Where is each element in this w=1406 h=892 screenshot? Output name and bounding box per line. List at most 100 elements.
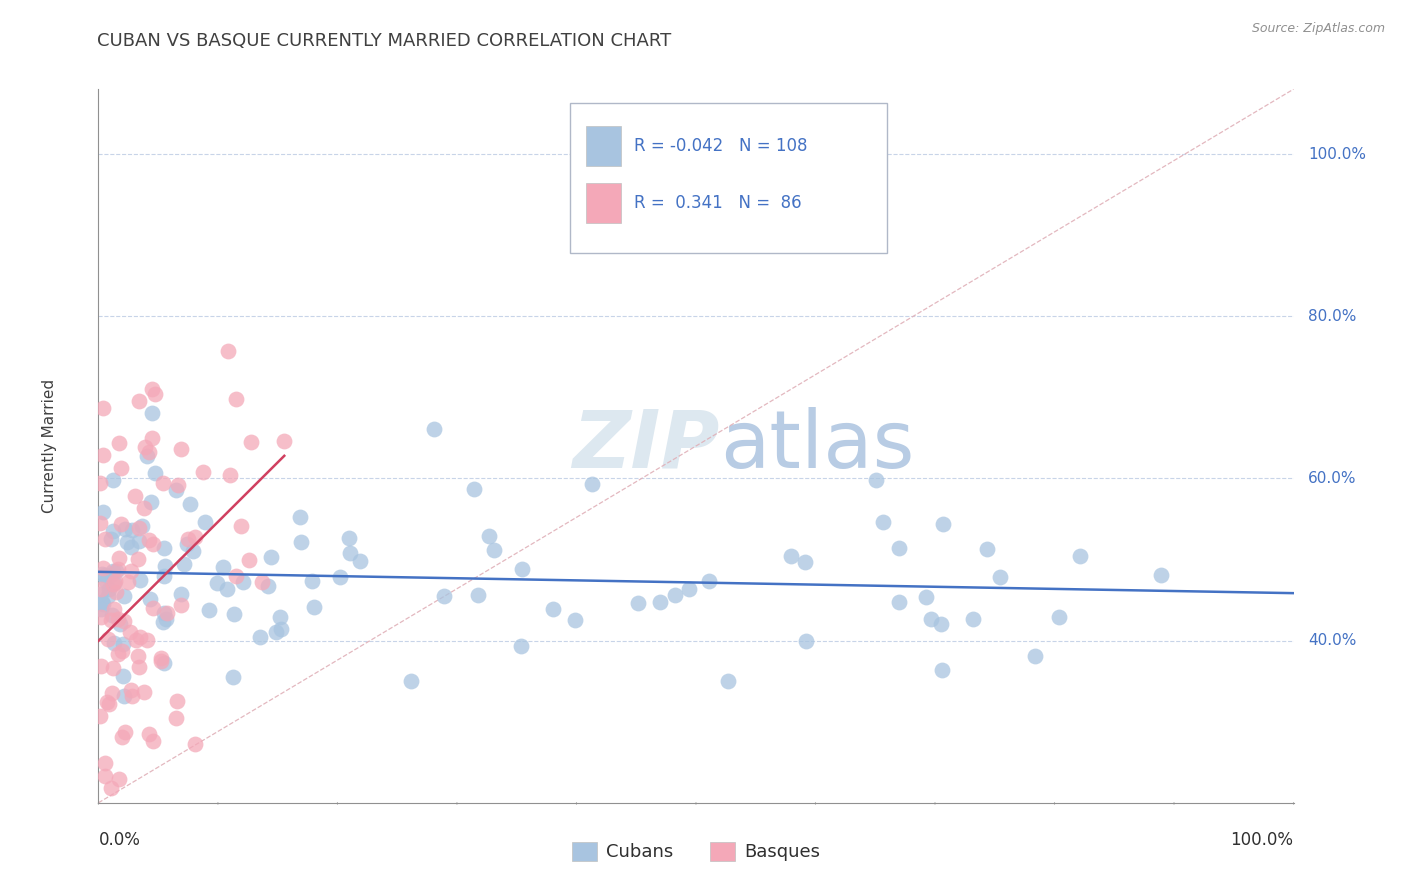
Point bbox=[467, 588, 489, 602]
Point bbox=[101, 608, 124, 623]
Point bbox=[94, 567, 117, 582]
Point bbox=[288, 510, 311, 524]
Point bbox=[107, 772, 129, 787]
Point bbox=[169, 599, 191, 613]
Point bbox=[165, 711, 187, 725]
Point bbox=[238, 552, 260, 566]
Point bbox=[329, 570, 352, 584]
Point bbox=[101, 473, 124, 487]
Point bbox=[219, 468, 242, 483]
Point bbox=[111, 730, 134, 744]
Point bbox=[477, 528, 499, 542]
Point bbox=[259, 550, 281, 565]
Point bbox=[131, 519, 153, 533]
Point bbox=[96, 695, 118, 709]
Point bbox=[139, 592, 162, 607]
Point bbox=[93, 769, 115, 783]
Point bbox=[648, 595, 671, 609]
Point bbox=[463, 482, 485, 496]
Point bbox=[153, 568, 176, 582]
Point bbox=[349, 554, 371, 568]
Point bbox=[337, 531, 360, 545]
Text: Source: ZipAtlas.com: Source: ZipAtlas.com bbox=[1251, 22, 1385, 36]
Point bbox=[90, 595, 112, 609]
Point bbox=[270, 622, 292, 636]
Point bbox=[920, 612, 942, 626]
Point bbox=[914, 591, 936, 605]
Point bbox=[93, 448, 115, 462]
Point bbox=[128, 660, 150, 674]
Point bbox=[101, 686, 124, 700]
Point bbox=[211, 559, 233, 574]
Point bbox=[273, 434, 295, 449]
Text: atlas: atlas bbox=[720, 407, 914, 485]
Point bbox=[121, 523, 143, 537]
Point bbox=[107, 562, 129, 576]
FancyBboxPatch shape bbox=[571, 103, 887, 253]
Text: CUBAN VS BASQUE CURRENTLY MARRIED CORRELATION CHART: CUBAN VS BASQUE CURRENTLY MARRIED CORREL… bbox=[97, 32, 672, 50]
Point bbox=[264, 624, 287, 639]
Point bbox=[301, 574, 323, 589]
Text: R =  0.341   N =  86: R = 0.341 N = 86 bbox=[634, 194, 801, 212]
Point bbox=[152, 615, 174, 630]
Point bbox=[423, 422, 446, 436]
Point bbox=[100, 613, 122, 627]
Point bbox=[135, 632, 157, 647]
Point bbox=[887, 595, 910, 609]
Point bbox=[138, 727, 160, 741]
Point bbox=[115, 535, 138, 549]
Point bbox=[134, 440, 156, 454]
Point bbox=[976, 541, 998, 556]
Point bbox=[110, 516, 132, 531]
Point bbox=[98, 697, 121, 711]
Point bbox=[91, 561, 114, 575]
Point bbox=[89, 708, 111, 723]
Point bbox=[101, 564, 124, 578]
Point bbox=[120, 564, 142, 578]
Point bbox=[1049, 610, 1071, 624]
Point bbox=[191, 465, 214, 479]
Point bbox=[217, 343, 239, 358]
Point bbox=[103, 635, 125, 649]
Point bbox=[108, 617, 131, 632]
Point bbox=[142, 601, 165, 615]
Point bbox=[339, 546, 361, 560]
Point bbox=[1069, 549, 1091, 563]
FancyBboxPatch shape bbox=[586, 184, 620, 223]
Point bbox=[134, 685, 156, 699]
Point bbox=[176, 537, 198, 551]
Point bbox=[664, 588, 686, 602]
Point bbox=[865, 473, 887, 487]
Point bbox=[141, 382, 163, 396]
Point bbox=[117, 575, 139, 590]
Point bbox=[155, 612, 177, 626]
Point bbox=[169, 442, 191, 456]
Point bbox=[432, 589, 454, 603]
Point bbox=[931, 516, 953, 531]
Point bbox=[105, 584, 128, 599]
Point bbox=[139, 495, 162, 509]
Point bbox=[205, 576, 228, 591]
Point bbox=[780, 549, 803, 563]
Point bbox=[104, 574, 127, 589]
Point bbox=[167, 478, 190, 492]
Point bbox=[107, 612, 129, 626]
Point bbox=[114, 522, 136, 536]
Point bbox=[89, 824, 111, 838]
Point bbox=[94, 532, 117, 546]
FancyBboxPatch shape bbox=[586, 127, 620, 166]
Text: 40.0%: 40.0% bbox=[1308, 633, 1357, 648]
Point bbox=[988, 569, 1011, 583]
Point bbox=[108, 436, 131, 450]
Point bbox=[793, 555, 815, 569]
Point bbox=[100, 532, 122, 546]
Point bbox=[153, 606, 176, 620]
Point bbox=[143, 466, 166, 480]
Point bbox=[179, 497, 201, 511]
Point bbox=[699, 574, 721, 588]
Point bbox=[136, 449, 159, 463]
Point bbox=[103, 575, 125, 590]
Point bbox=[90, 582, 112, 596]
Point bbox=[225, 392, 247, 407]
Point bbox=[114, 589, 136, 603]
